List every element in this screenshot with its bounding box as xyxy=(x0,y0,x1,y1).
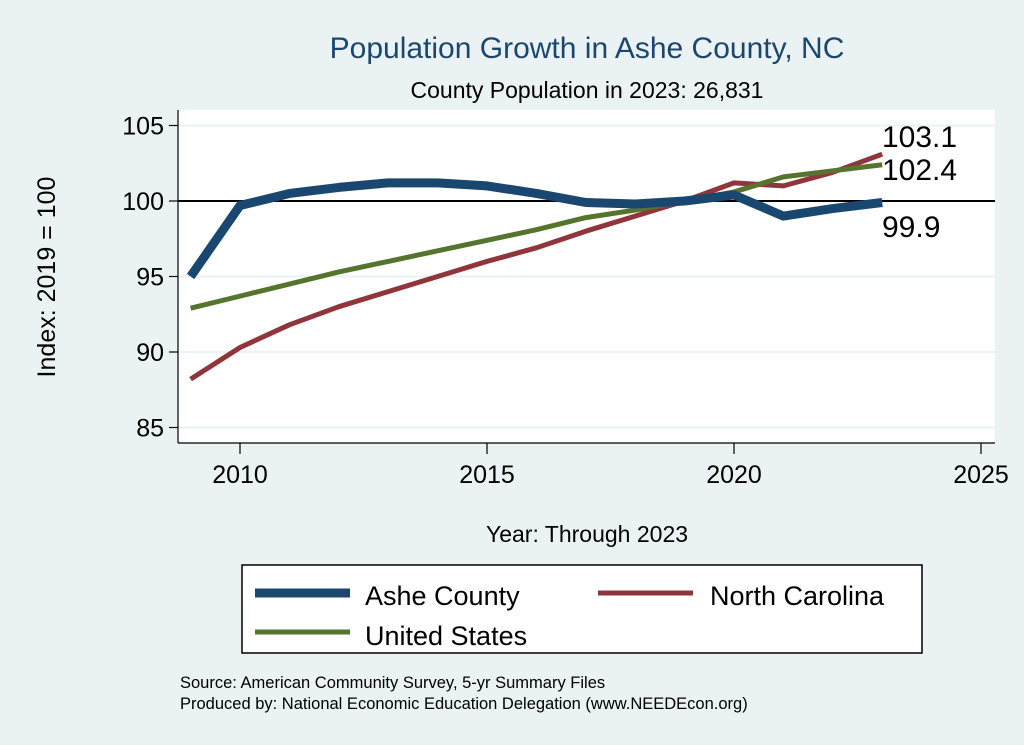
y-tick-label: 90 xyxy=(136,339,164,367)
legend-label-1: North Carolina xyxy=(710,581,885,611)
legend-label-0: Ashe County xyxy=(365,581,520,611)
produced-by-note: Produced by: National Economic Education… xyxy=(180,695,748,713)
end-label-0: 99.9 xyxy=(882,211,940,244)
x-axis-label: Year: Through 2023 xyxy=(486,521,688,547)
y-tick-label: 100 xyxy=(122,188,164,216)
series-line-0 xyxy=(186,178,883,280)
chart-subtitle: County Population in 2023: 26,831 xyxy=(411,77,764,103)
x-tick-label: 2015 xyxy=(459,461,515,489)
source-note: Source: American Community Survey, 5-yr … xyxy=(180,674,605,692)
legend xyxy=(241,564,923,654)
chart-title: Population Growth in Ashe County, NC xyxy=(330,32,845,65)
end-label-2: 102.4 xyxy=(882,154,957,187)
x-tick-label: 2025 xyxy=(953,461,1009,489)
x-tick-label: 2010 xyxy=(212,461,268,489)
y-tick-label: 105 xyxy=(122,113,164,141)
y-tick-label: 95 xyxy=(136,264,164,292)
series-line-2 xyxy=(190,162,883,311)
y-tick-label: 85 xyxy=(136,415,164,443)
legend-label-2: United States xyxy=(365,621,527,651)
end-label-1: 103.1 xyxy=(882,121,957,154)
series-line-1 xyxy=(189,151,884,382)
x-tick-label: 2020 xyxy=(706,461,762,489)
y-axis-label: Index: 2019 = 100 xyxy=(33,177,61,378)
